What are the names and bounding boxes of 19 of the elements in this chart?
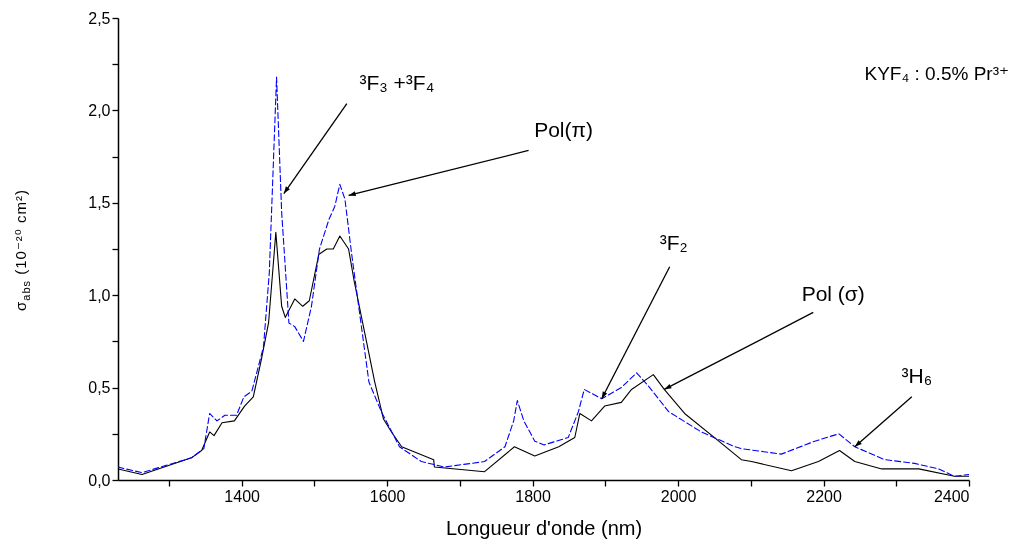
x-tick-label: 2000 [660,487,697,505]
y-tick-label: 0,5 [88,379,111,397]
annotation: ³F₃ +³F₄ [359,70,435,94]
y-tick-label: 0,0 [88,471,111,489]
y-tick-label: 2,5 [88,9,111,27]
x-tick-label: 2400 [933,487,970,505]
y-tick-label: 1,0 [88,286,111,304]
x-axis-title: Longueur d'onde (nm) [445,516,643,539]
annotation: ³F₂ [659,230,688,254]
y-tick-label: 1,5 [88,194,111,212]
annotation: Pol (σ) [801,282,865,306]
y-tick-label: 2,0 [88,101,111,119]
annotation: KYF₄ : 0.5% Pr³⁺ [864,63,1009,84]
x-tick-label: 1800 [515,487,551,505]
x-tick-label: 2200 [806,487,842,505]
annotation: Pol(π) [534,118,593,142]
x-tick-label: 1400 [224,487,261,505]
x-tick-label: 1600 [369,487,406,505]
annotation: ³H₆ [901,363,933,387]
